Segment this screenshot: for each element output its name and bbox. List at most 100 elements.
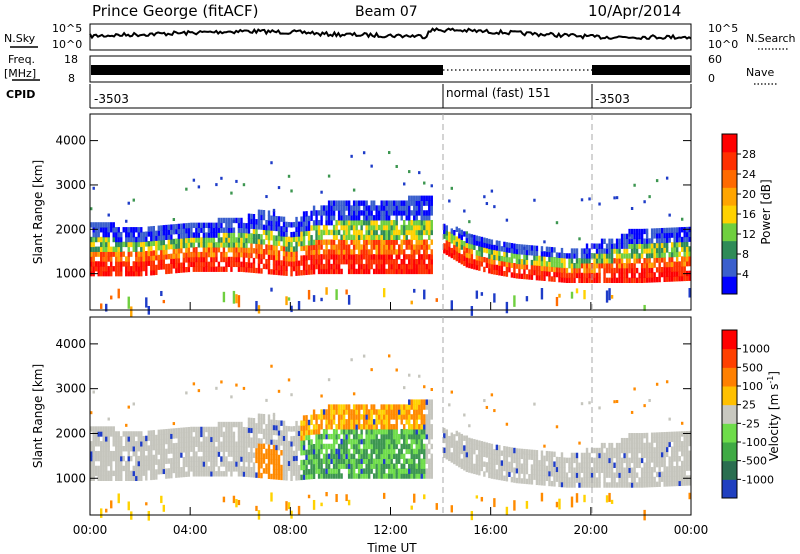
power-echo-cell-22 — [92, 266, 95, 272]
velocity-echo-cell-1335 — [265, 453, 268, 460]
power-echo-cell-2242 — [360, 263, 363, 270]
velocity-echo-cell-2231 — [357, 424, 361, 430]
power-echo-cell-1282 — [257, 233, 261, 240]
power-echo-cell-3706 — [568, 272, 571, 279]
power-echo-cell-2698 — [400, 205, 403, 211]
power-ytick-label-1: 2000 — [55, 222, 86, 236]
power-echo-cell-3598 — [545, 261, 549, 267]
power-echo-cell-1024 — [227, 247, 231, 253]
power-echo-cell-3030 — [430, 254, 433, 260]
velocity-echo-cell-1475 — [280, 450, 283, 456]
velocity-echo-cell-285 — [125, 423, 128, 427]
velocity-echo-cell-1249 — [255, 472, 258, 478]
power-echo-cell-4326 — [658, 257, 661, 263]
power-echo-cell-1064 — [232, 256, 236, 263]
velocity-echo-cell-3645 — [555, 476, 559, 482]
velocity-echo-cell-2297 — [365, 458, 368, 464]
power-echo-cell-80 — [100, 270, 103, 277]
power-echo-cell-1046 — [230, 242, 233, 248]
power-echo-cell-1510 — [285, 270, 288, 276]
velocity-echo-cell-2275 — [362, 443, 366, 450]
velocity-echo-cell-549 — [162, 453, 166, 460]
velocity-echo-cell-3207 — [470, 453, 474, 459]
velocity-echo-cell-3069 — [445, 444, 448, 450]
power-echo-cell-2468 — [380, 229, 383, 236]
velocity-echo-cell-2111 — [347, 448, 351, 455]
power-echo-cell-1656 — [302, 260, 306, 266]
velocity-echo-cell-1773 — [315, 458, 318, 464]
velocity-echo-cell-2441 — [377, 443, 381, 450]
power-echo-cell-4120 — [633, 272, 636, 279]
velocity-echo-cell-3087 — [448, 403, 451, 407]
velocity-echo-cell-2795 — [410, 453, 413, 460]
power-echo-cell-2700 — [400, 200, 403, 206]
velocity-echo-cell-1647 — [300, 430, 303, 436]
power-echo-cell-44 — [95, 266, 98, 272]
power-echo-cell-3166 — [465, 262, 469, 268]
power-echo-cell-3260 — [480, 251, 484, 257]
power-echo-cell-1880 — [325, 224, 328, 231]
power-echo-cell-4102 — [630, 262, 634, 269]
velocity-echo-cell-2095 — [345, 409, 348, 415]
velocity-echo-cell-4365 — [663, 466, 666, 472]
velocity-echo-cell-1483 — [280, 420, 283, 426]
power-echo-cell-2742 — [405, 229, 408, 236]
power-echo-cell-1252 — [255, 248, 258, 254]
velocity-echo-cell-2619 — [393, 428, 396, 435]
velocity-echo-cell-2227 — [357, 438, 361, 445]
velocity-echo-cell-1993 — [335, 404, 338, 410]
velocity-echo-cell-3529 — [533, 469, 536, 475]
velocity-echo-cell-1953 — [332, 443, 336, 450]
velocity-echo-cell-1369 — [267, 424, 271, 430]
power-echo-cell-1428 — [275, 255, 278, 261]
power-echo-cell-1468 — [280, 270, 283, 276]
velocity-echo-cell-2483 — [382, 492, 386, 499]
velocity-echo-cell-809 — [197, 431, 201, 438]
power-echo-cell-46 — [95, 261, 98, 267]
velocity-echo-cell-3513 — [528, 449, 531, 455]
power-echo-cell-3758 — [578, 272, 581, 279]
power-echo-cell-2276 — [362, 234, 366, 240]
power-echo-cell-3126 — [458, 257, 461, 263]
power-echo-cell-2682 — [400, 259, 403, 265]
power-echo-cell-3194 — [468, 233, 471, 239]
power-echo-cell-4008 — [618, 262, 621, 269]
velocity-echo-cell-1973 — [335, 468, 338, 474]
power-echo-cell-264 — [122, 241, 125, 248]
power-echo-cell-2786 — [410, 268, 413, 275]
velocity-echo-cell-4151 — [635, 452, 639, 459]
velocity-echo-cell-4225 — [645, 467, 649, 473]
power-echo-cell-3860 — [595, 262, 599, 269]
velocity-echo-cell-2917 — [420, 448, 423, 455]
velocity-echo-cell-2929 — [420, 419, 423, 425]
power-echo-cell-1934 — [330, 210, 333, 216]
power-echo-cell-3198 — [470, 306, 474, 316]
velocity-echo-cell-2643 — [395, 433, 398, 440]
velocity-echo-cell-607 — [170, 433, 173, 439]
velocity-echo-cell-155 — [107, 450, 110, 457]
velocity-echo-cell-1071 — [232, 446, 236, 452]
velocity-echo-cell-4453 — [673, 446, 676, 452]
velocity-echo-cell-2899 — [418, 414, 421, 420]
power-echo-cell-3426 — [513, 295, 516, 307]
velocity-echo-cell-1947 — [332, 458, 336, 464]
power-echo-cell-1494 — [282, 245, 286, 252]
power-echo-cell-224 — [117, 266, 120, 272]
velocity-echo-cell-3231 — [475, 464, 479, 470]
velocity-echo-cell-4477 — [675, 441, 679, 447]
power-echo-cell-3814 — [588, 277, 591, 284]
velocity-echo-cell-1853 — [322, 443, 326, 450]
power-echo-cell-1768 — [315, 263, 318, 270]
velocity-echo-cell-2419 — [375, 428, 378, 435]
velocity-echo-cell-2461 — [380, 453, 383, 460]
power-echo-cell-3004 — [428, 244, 431, 250]
velocity-echo-cell-3101 — [450, 390, 453, 394]
power-echo-cell-2438 — [377, 244, 381, 250]
power-echo-cell-3978 — [613, 248, 616, 254]
velocity-echo-cell-1617 — [297, 474, 301, 481]
power-echo-cell-4 — [90, 261, 93, 267]
power-echo-cell-1196 — [247, 233, 251, 239]
velocity-echo-cell-939 — [215, 431, 218, 438]
velocity-echo-cell-1429 — [275, 459, 278, 465]
